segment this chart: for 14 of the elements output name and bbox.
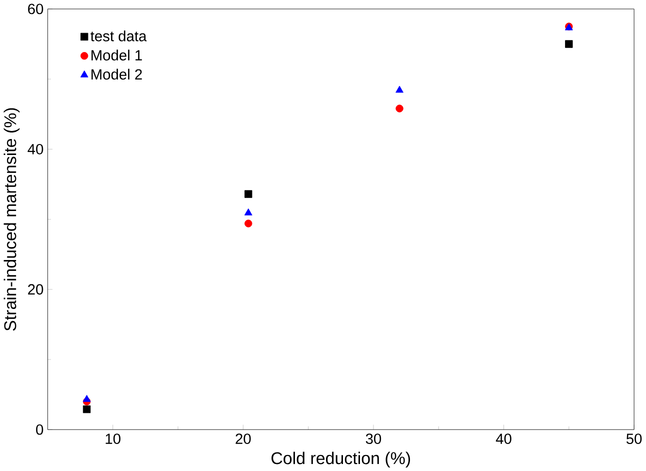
y-tick-label: 0	[36, 424, 44, 435]
x-tick-label: 40	[496, 433, 512, 444]
y-axis-title: Strain-induced martensite (%)	[4, 108, 20, 331]
legend-label: Model 2	[92, 68, 142, 80]
x-tick-label: 20	[236, 433, 251, 444]
legend-label: Model 1	[92, 50, 142, 60]
y-tick-label: 20	[28, 284, 44, 294]
x-tick-label: 30	[366, 433, 382, 444]
y-tick-label: 40	[28, 144, 44, 154]
x-tick-label: 50	[626, 433, 642, 444]
x-tick-label: 10	[106, 433, 120, 444]
y-tick-label: 60	[28, 4, 44, 14]
legend-label: test data	[90, 30, 147, 42]
x-axis-title: Cold reduction (%)	[272, 452, 410, 468]
